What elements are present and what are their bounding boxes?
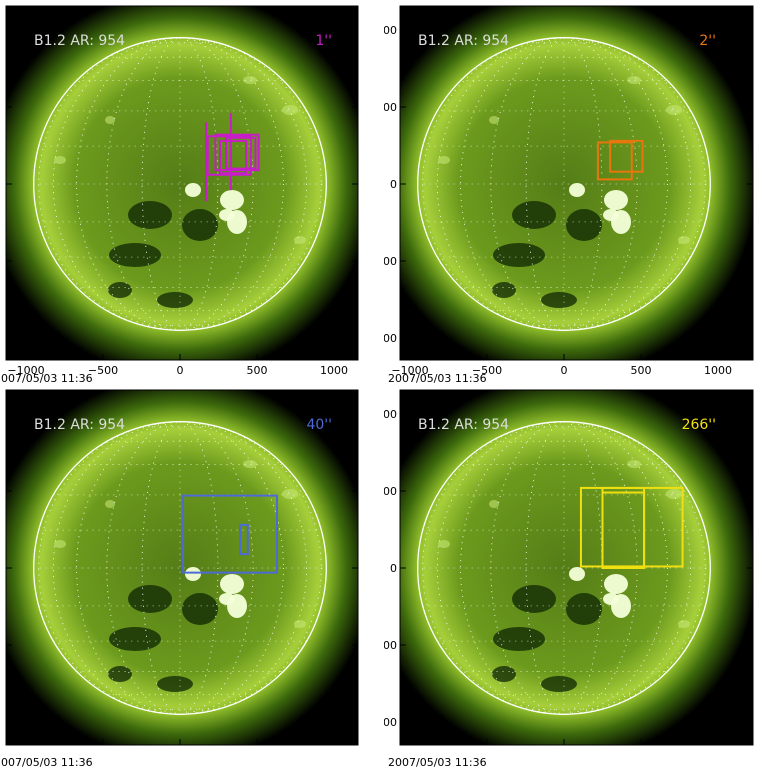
panel-1-arcsec: B1.2 AR: 954 1'' −1000 −500 0 500 1000 2007/05/… — [0, 0, 384, 384]
fov-box — [219, 139, 248, 175]
resolution-label: 1'' — [315, 33, 332, 49]
x-tick-label: 500 — [631, 364, 652, 377]
fov-box — [225, 136, 257, 170]
plot-frame — [399, 5, 754, 361]
x-tick-label: 0 — [177, 364, 184, 377]
solar-limb — [417, 37, 711, 331]
panel-figure: B1.2 AR: 954 1'' −1000 −500 0 500 1000 2007/05/… — [0, 5, 359, 384]
flare-info-label: B1.2 AR: 954 — [34, 33, 125, 49]
timestamp-label: 2007/05/03 11:36 — [388, 756, 487, 768]
panel-figure: B1.2 AR: 954 40'' 2007/05/03 11:36 — [0, 389, 359, 768]
timestamp-label: 2007/05/03 11:36 — [0, 756, 93, 768]
heliographic-grid — [33, 37, 327, 331]
panel-40-arcsec: B1.2 AR: 954 40'' 2007/05/03 11:36 — [0, 384, 384, 768]
plot-frame — [5, 5, 359, 361]
flare-info-label: B1.2 AR: 954 — [418, 417, 509, 433]
y-tick-label: 500 — [384, 485, 397, 498]
solar-limb — [33, 421, 327, 715]
fov-box — [214, 133, 260, 172]
x-tick-label: 1000 — [320, 364, 348, 377]
y-tick-label: 0 — [390, 178, 397, 191]
solar-limb — [417, 421, 711, 715]
x-tick-label: −500 — [88, 364, 118, 377]
heliographic-grid — [417, 37, 711, 331]
y-tick-label: 500 — [384, 101, 397, 114]
y-tick-label: 1000 — [384, 408, 397, 421]
resolution-label: 2'' — [699, 33, 716, 49]
panel-266-arcsec: B1.2 AR: 954 266'' 1000 500 0 −500 −1000 2007/0… — [384, 384, 768, 768]
solar-disk-features — [438, 460, 690, 692]
solar-corona — [400, 6, 753, 360]
fov-box — [601, 486, 684, 568]
x-tick-label: 1000 — [704, 364, 732, 377]
panel-2-arcsec: B1.2 AR: 954 2'' −1000 −500 0 500 1000 1000 500 0… — [384, 0, 768, 384]
heliographic-grid — [33, 421, 327, 715]
flare-info-label: B1.2 AR: 954 — [418, 33, 509, 49]
y-tick-label: −1000 — [384, 716, 397, 729]
y-tick-label: 1000 — [384, 24, 397, 37]
resolution-label: 40'' — [306, 417, 332, 433]
flare-info-label: B1.2 AR: 954 — [34, 417, 125, 433]
fov-box — [609, 139, 644, 173]
resolution-label: 266'' — [682, 417, 716, 433]
x-tick-label: −1000 — [391, 364, 428, 377]
solar-corona — [6, 6, 358, 360]
fov-box — [596, 141, 633, 181]
x-tick-label: −500 — [472, 364, 502, 377]
panel-figure: B1.2 AR: 954 266'' 1000 500 0 −500 −1000 2007/0… — [384, 389, 754, 768]
solar-disk-features — [54, 76, 306, 308]
solar-limb — [33, 37, 327, 331]
timestamp-label: 2007/05/03 11:36 — [0, 372, 93, 384]
x-tick-label: 500 — [247, 364, 268, 377]
y-tick-label: −500 — [384, 639, 397, 652]
solar-disk-features — [54, 460, 306, 692]
x-tick-label: 0 — [561, 364, 568, 377]
solar-disk-features — [438, 76, 690, 308]
solar-corona — [6, 390, 358, 745]
y-tick-label: 0 — [390, 562, 397, 575]
fov-box — [239, 523, 249, 556]
y-tick-label: −1000 — [384, 332, 397, 345]
y-tick-label: −500 — [384, 255, 397, 268]
fov-box — [206, 135, 252, 176]
x-tick-label: −1000 — [7, 364, 44, 377]
panel-figure: B1.2 AR: 954 2'' −1000 −500 0 500 1000 1000 500 0… — [384, 5, 754, 384]
fov-box — [182, 494, 279, 574]
timestamp-label: 2007/05/03 11:36 — [388, 372, 487, 384]
